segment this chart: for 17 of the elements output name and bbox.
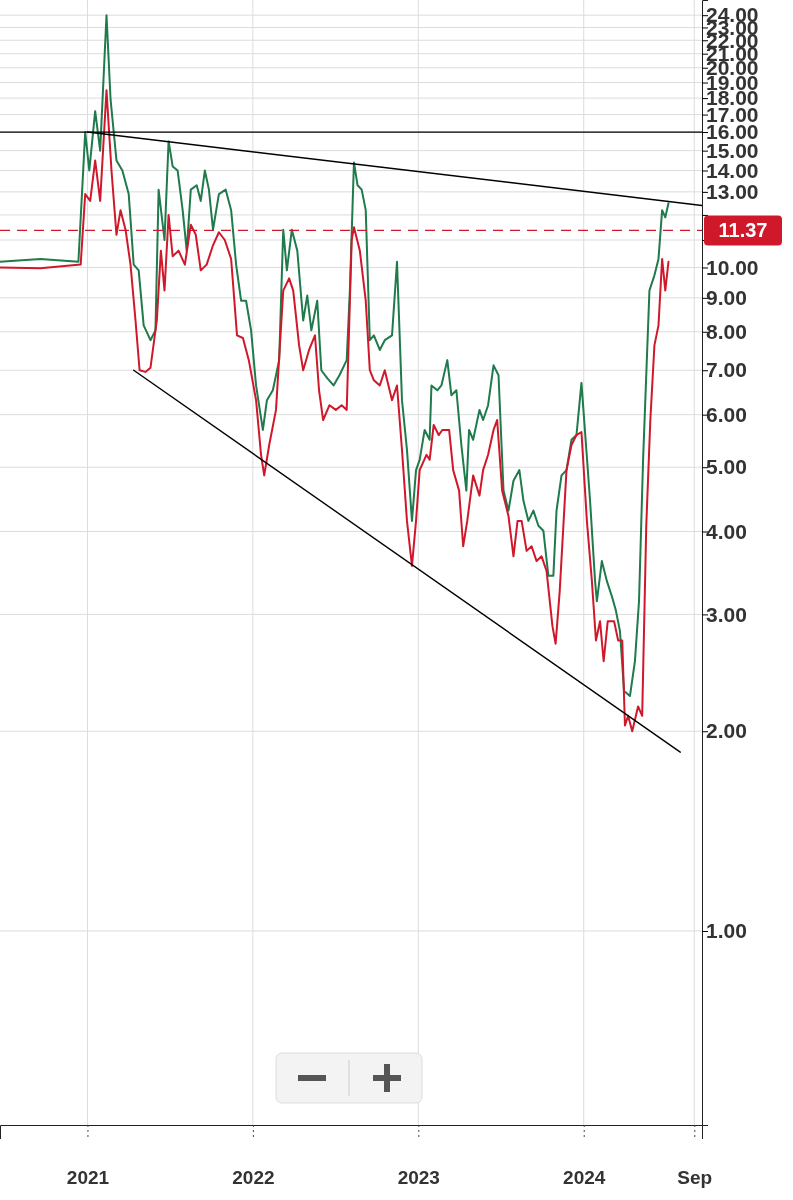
y-tick-label: 6.00	[706, 402, 747, 426]
y-tick-label: 5.00	[706, 455, 747, 479]
x-tick-label: Sep	[677, 1166, 713, 1188]
y-tick-label: 13.00	[706, 180, 759, 204]
x-tick-label: 2024	[563, 1166, 606, 1188]
y-tick-label: 2.00	[706, 719, 747, 743]
x-tick-label: 2023	[397, 1166, 440, 1188]
y-tick-label: 10.00	[706, 255, 759, 279]
x-tick-label: 2022	[232, 1166, 275, 1188]
y-tick-label: 7.00	[706, 358, 747, 382]
y-tick-label: 1.00	[706, 919, 747, 943]
y-tick-label: 8.00	[706, 319, 747, 343]
x-tick-label: 2021	[66, 1166, 110, 1188]
y-tick-label: 9.00	[706, 286, 747, 310]
ref-line-label: 11.37	[718, 219, 768, 242]
y-tick-label: 3.00	[706, 602, 747, 626]
y-tick-label: 4.00	[706, 519, 747, 543]
